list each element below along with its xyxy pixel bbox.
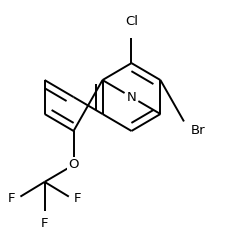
Text: O: O — [68, 159, 79, 171]
Text: F: F — [74, 192, 81, 205]
Text: F: F — [8, 192, 16, 205]
Text: Cl: Cl — [125, 15, 138, 28]
Text: N: N — [127, 90, 136, 104]
Text: Br: Br — [190, 124, 205, 138]
Text: F: F — [41, 217, 48, 230]
